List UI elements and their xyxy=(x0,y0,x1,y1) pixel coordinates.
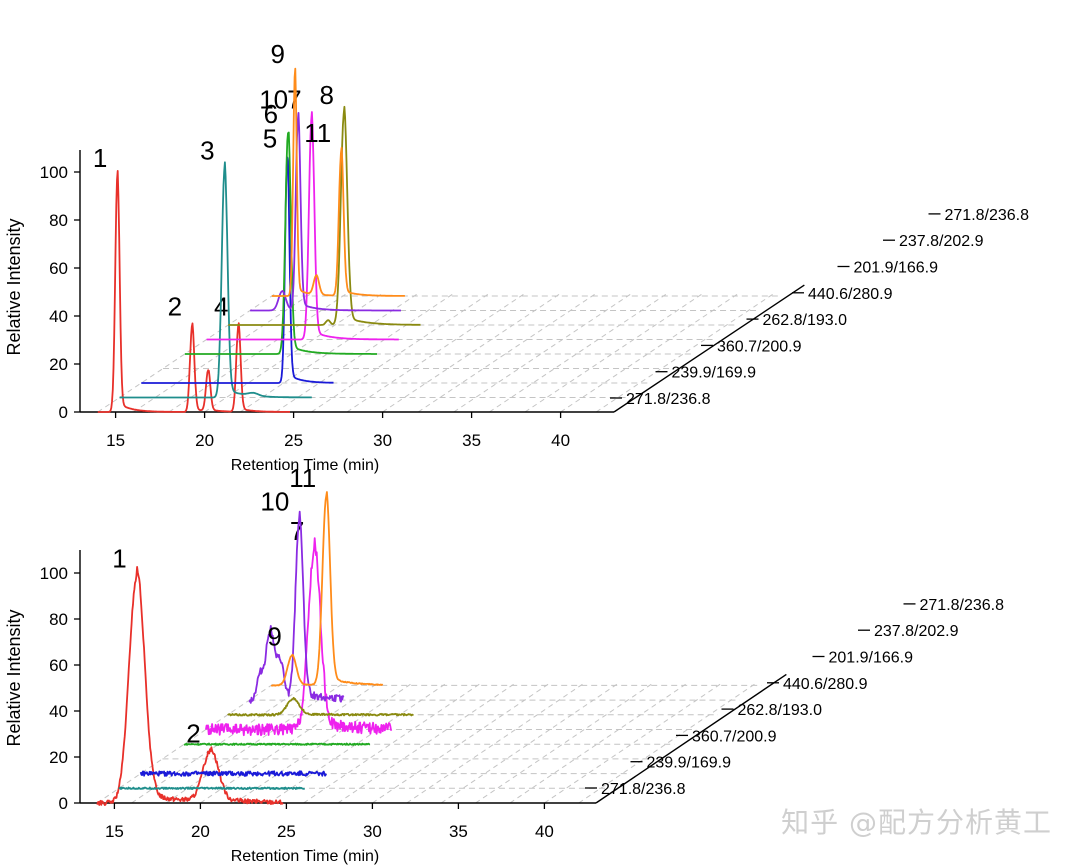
peak-label: 11 xyxy=(289,463,316,493)
trace-360-7-200-9 xyxy=(141,156,334,384)
y-tick-label: 0 xyxy=(59,403,68,422)
x-tick-label: 40 xyxy=(535,822,554,841)
peak-label: 1 xyxy=(93,143,107,173)
x-axis-title: Retention Time (min) xyxy=(231,848,380,865)
x-axis-title: Retention Time (min) xyxy=(231,457,380,474)
trace-271-8-236-8 xyxy=(96,566,284,806)
x-tick-label: 30 xyxy=(373,431,392,450)
depth-tick-label: 239.9/169.9 xyxy=(672,365,757,382)
depth-tick-label: 271.8/236.8 xyxy=(920,597,1005,614)
y-tick-label: 100 xyxy=(40,163,68,182)
trace-360-7-200-9 xyxy=(139,770,328,777)
peak-label: 2 xyxy=(186,718,200,748)
y-tick-label: 60 xyxy=(49,656,68,675)
depth-tick-label: 271.8/236.8 xyxy=(601,781,686,798)
y-tick-label: 40 xyxy=(49,702,68,721)
x-tick-label: 40 xyxy=(551,431,570,450)
peak-label: 3 xyxy=(200,136,214,166)
trace-239-9-169-9 xyxy=(119,161,312,399)
peak-label: 10 xyxy=(260,487,289,517)
depth-tick-label: 271.8/236.8 xyxy=(626,391,711,408)
x-tick-label: 35 xyxy=(462,431,481,450)
x-tick-label: 30 xyxy=(363,822,382,841)
x-tick-label: 35 xyxy=(449,822,468,841)
y-tick-label: 80 xyxy=(49,610,68,629)
x-tick-label: 25 xyxy=(284,431,303,450)
peak-label: 10 xyxy=(259,85,288,115)
trace-201-9-166-9 xyxy=(228,105,421,326)
trace-239-9-169-9 xyxy=(118,786,306,790)
peak-label: 8 xyxy=(320,80,334,110)
y-tick-label: 20 xyxy=(49,748,68,767)
trace-262-8-193-0 xyxy=(184,131,378,355)
depth-tick-label: 239.9/169.9 xyxy=(647,755,732,772)
depth-tick-label: 262.8/193.0 xyxy=(763,312,848,329)
trace-237-8-202-9 xyxy=(248,510,345,704)
trace-440-6-280-9 xyxy=(205,537,393,737)
trace-201-9-166-9 xyxy=(227,696,414,717)
peak-label: 2 xyxy=(168,292,182,322)
trace-237-8-202-9 xyxy=(249,112,402,312)
depth-tick-label: 360.7/200.9 xyxy=(692,728,777,745)
depth-axis-line xyxy=(595,673,787,804)
depth-tick-label: 201.9/166.9 xyxy=(854,260,939,277)
trace-262-8-193-0 xyxy=(183,742,371,746)
peak-label: 11 xyxy=(304,118,331,148)
y-tick-label: 60 xyxy=(49,259,68,278)
watermark-text: 知乎 @配方分析黄工 xyxy=(781,806,1052,839)
x-tick-label: 25 xyxy=(277,822,296,841)
y-tick-label: 40 xyxy=(49,307,68,326)
x-tick-label: 20 xyxy=(195,431,214,450)
depth-tick-label: 360.7/200.9 xyxy=(717,338,802,355)
peak-label: 5 xyxy=(263,123,277,153)
x-tick-label: 20 xyxy=(191,822,210,841)
peak-label: 6 xyxy=(264,99,278,129)
y-axis-title: Relative Intensity xyxy=(4,609,24,746)
peak-label: 9 xyxy=(270,39,284,69)
depth-tick-label: 440.6/280.9 xyxy=(808,286,893,303)
y-tick-label: 20 xyxy=(49,355,68,374)
chart-panel-2: 0 20 40 60 80 100 15 20 25 30 35 40 Retention Time (… xyxy=(4,463,1004,865)
depth-tick-label: 440.6/280.9 xyxy=(783,676,868,693)
y-axis-title: Relative Intensity xyxy=(4,218,24,355)
depth-axis-line xyxy=(613,284,805,413)
depth-tick-label: 201.9/166.9 xyxy=(829,650,914,667)
depth-tick-label: 237.8/202.9 xyxy=(874,623,959,640)
x-tick-label: 15 xyxy=(105,822,124,841)
y-tick-label: 100 xyxy=(40,564,68,583)
trace-440-6-280-9 xyxy=(206,111,399,341)
trace-271-8-236-8 xyxy=(271,67,406,297)
peak-label: 1 xyxy=(112,544,126,574)
y-tick-label: 0 xyxy=(59,794,68,813)
depth-tick-label: 237.8/202.9 xyxy=(899,233,984,250)
depth-tick-label: 262.8/193.0 xyxy=(738,702,823,719)
depth-tick-label: 271.8/236.8 xyxy=(945,207,1030,224)
x-tick-label: 15 xyxy=(106,431,125,450)
trace-271-8-236-8 xyxy=(270,491,384,687)
peak-label: 9 xyxy=(267,622,281,652)
floor-grid-line xyxy=(97,292,277,413)
y-tick-label: 80 xyxy=(49,211,68,230)
trace-271-8-236-8 xyxy=(97,170,291,413)
